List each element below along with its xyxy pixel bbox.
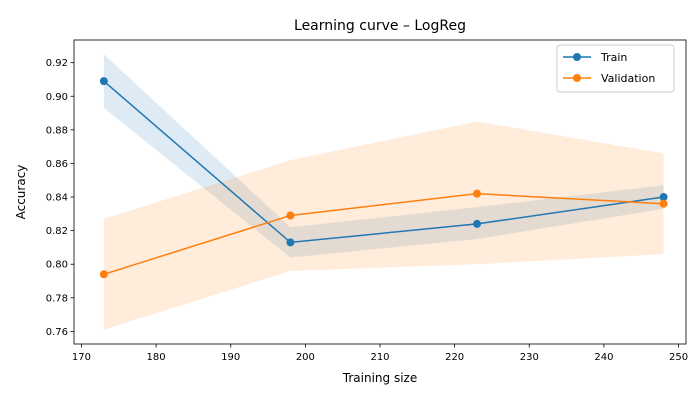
y-tick-label: 0.76 xyxy=(46,327,68,338)
x-tick-label: 180 xyxy=(147,352,166,363)
validation-point xyxy=(99,270,108,279)
validation-line xyxy=(103,192,664,276)
y-tick-label: 0.90 xyxy=(46,92,68,103)
legend: Train Validation xyxy=(556,44,675,93)
train-point xyxy=(99,77,108,86)
chart-title: Learning curve – LogReg xyxy=(294,18,466,34)
train-legend-marker xyxy=(573,53,581,61)
y-tick-label: 0.92 xyxy=(46,58,68,69)
x-axis-title: Training size xyxy=(342,371,417,385)
y-tick-label: 0.86 xyxy=(46,159,68,170)
validation-point xyxy=(659,199,668,208)
x-tick-label: 210 xyxy=(370,352,389,363)
series-lines xyxy=(103,80,664,276)
validation-confidence-band xyxy=(103,121,664,330)
confidence-bands xyxy=(103,54,664,330)
train-line xyxy=(103,80,664,244)
y-axis-title: Accuracy xyxy=(14,165,28,220)
y-tick-label: 0.84 xyxy=(46,193,68,204)
series-markers xyxy=(99,77,668,279)
y-tick-label: 0.82 xyxy=(46,226,68,237)
x-tick-label: 170 xyxy=(72,352,91,363)
x-tick-label: 200 xyxy=(296,352,315,363)
y-tick-label: 0.80 xyxy=(46,260,68,271)
validation-legend-label: Validation xyxy=(601,72,655,85)
y-tick-label: 0.88 xyxy=(46,125,68,136)
x-axis-ticks: 170 180 190 200 210 220 230 240 250 xyxy=(72,344,688,363)
train-legend-label: Train xyxy=(600,51,627,64)
x-tick-label: 190 xyxy=(221,352,240,363)
x-tick-label: 250 xyxy=(669,352,688,363)
y-axis-ticks: 0.76 0.78 0.80 0.82 0.84 0.86 0.88 0.90 0.92 xyxy=(46,58,74,338)
train-point xyxy=(286,238,295,247)
validation-point xyxy=(473,189,482,198)
x-tick-label: 220 xyxy=(445,352,464,363)
validation-legend-marker xyxy=(573,74,581,82)
train-point xyxy=(659,193,668,202)
x-tick-label: 230 xyxy=(520,352,539,363)
train-point xyxy=(473,219,482,228)
train-confidence-band xyxy=(103,54,664,258)
y-tick-label: 0.78 xyxy=(46,293,68,304)
validation-point xyxy=(286,211,295,220)
x-tick-label: 240 xyxy=(594,352,613,363)
